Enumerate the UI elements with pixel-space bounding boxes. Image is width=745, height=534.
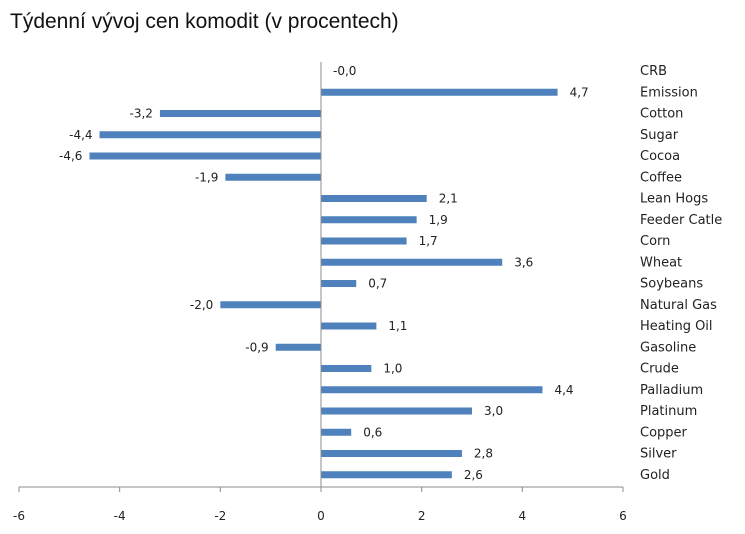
category-label: Emission xyxy=(640,85,698,100)
value-label: -3,2 xyxy=(130,107,153,121)
x-tick-label: -6 xyxy=(13,509,25,523)
value-label: 0,6 xyxy=(363,425,382,439)
bar-palladium xyxy=(321,386,543,394)
x-tick-label: 4 xyxy=(519,509,527,523)
value-label: 2,8 xyxy=(474,447,493,461)
bar-corn xyxy=(321,237,407,245)
category-label: Natural Gas xyxy=(640,298,717,313)
bar-natural-gas xyxy=(220,301,321,309)
category-label: Feeder Catle xyxy=(640,213,722,228)
category-label: Sugar xyxy=(640,128,679,143)
value-label: 3,6 xyxy=(514,255,533,269)
bar-silver xyxy=(321,450,462,457)
value-label: 4,4 xyxy=(554,383,573,397)
bar-copper xyxy=(321,428,352,436)
value-label: 2,1 xyxy=(439,192,458,206)
bars-group xyxy=(89,67,558,479)
category-label: Lean Hogs xyxy=(640,192,708,207)
category-label: Gold xyxy=(640,468,670,483)
category-label: Copper xyxy=(640,425,688,440)
value-label: 4,7 xyxy=(570,85,589,99)
bar-cocoa xyxy=(89,152,321,160)
category-label: Coffee xyxy=(640,170,682,185)
category-label: Wheat xyxy=(640,255,682,270)
value-label: 1,9 xyxy=(429,213,448,227)
value-labels-group: -0,0 4,7 -3,2 -4,4 -4,6 -1,9 2,1 1,9 1,7 3,6 0,7 -2… xyxy=(59,64,589,482)
category-label: Silver xyxy=(640,447,677,462)
value-label: -0,9 xyxy=(245,340,268,354)
x-tick-label: 6 xyxy=(619,509,627,523)
bar-lean-hogs xyxy=(321,195,427,202)
value-label: 2,6 xyxy=(464,468,483,482)
value-label: -1,9 xyxy=(195,170,218,184)
value-label: -0,0 xyxy=(333,64,356,78)
bar-wheat xyxy=(321,258,503,266)
category-label: Cocoa xyxy=(640,149,680,164)
value-label: 1,7 xyxy=(419,234,438,248)
value-label: -2,0 xyxy=(190,298,213,312)
bar-coffee xyxy=(225,173,321,181)
value-label: 1,1 xyxy=(388,319,407,333)
bar-sugar xyxy=(99,131,322,139)
category-label: Platinum xyxy=(640,404,697,419)
bar-crude xyxy=(321,365,372,372)
value-label: 3,0 xyxy=(484,404,503,418)
tick-labels-group: -6 -4 -2 0 2 4 6 xyxy=(13,487,627,523)
bar-platinum xyxy=(321,407,472,415)
category-label: Cotton xyxy=(640,107,683,122)
value-label: 0,7 xyxy=(368,277,387,291)
value-label: 1,0 xyxy=(383,362,402,376)
category-label: Soybeans xyxy=(640,277,703,292)
category-label: Corn xyxy=(640,234,670,249)
category-label: CRB xyxy=(640,64,667,79)
chart-title: Týdenní vývoj cen komodit (v procentech) xyxy=(10,10,399,33)
x-tick-label: 0 xyxy=(317,509,325,523)
x-tick-label: 2 xyxy=(418,509,426,523)
category-label: Gasoline xyxy=(640,340,696,355)
bar-cotton xyxy=(159,110,321,117)
axes-group xyxy=(19,62,623,488)
category-label: Heating Oil xyxy=(640,319,713,334)
bar-soybeans xyxy=(321,280,357,287)
bar-gasoline xyxy=(275,343,321,351)
category-labels-group: CRB Emission Cotton Sugar Cocoa Coffee Lean Ho… xyxy=(640,64,722,483)
bar-heating-oil xyxy=(321,322,377,330)
bar-emission xyxy=(321,88,558,96)
bar-feeder-catle xyxy=(321,216,417,224)
value-label: -4,4 xyxy=(69,128,92,142)
x-tick-label: -2 xyxy=(214,509,226,523)
x-tick-label: -4 xyxy=(114,509,126,523)
category-label: Palladium xyxy=(640,383,703,398)
bar-gold xyxy=(321,471,452,479)
value-label: -4,6 xyxy=(59,149,82,163)
category-label: Crude xyxy=(640,362,679,377)
